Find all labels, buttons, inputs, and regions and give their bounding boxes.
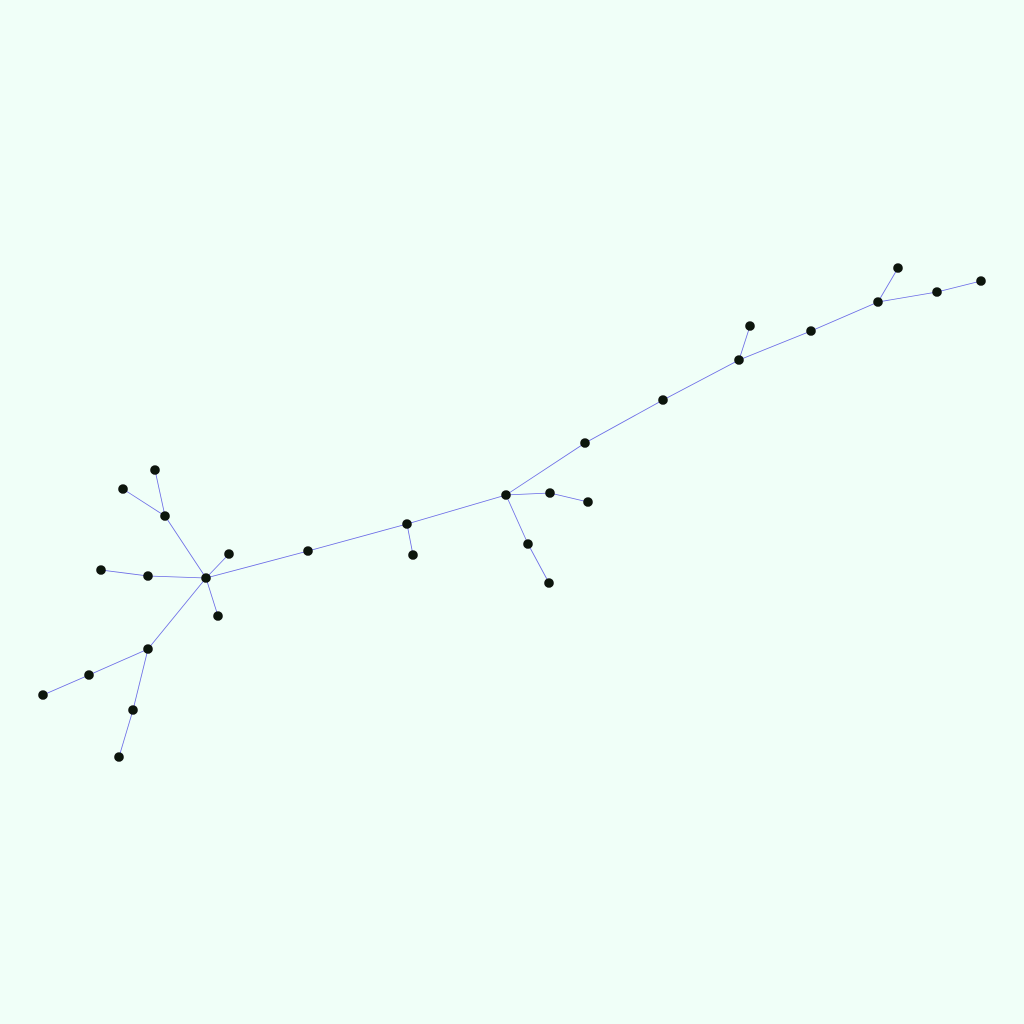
graph-node-n22[interactable]: [580, 438, 590, 448]
graph-node-n10[interactable]: [143, 571, 153, 581]
graph-node-n15[interactable]: [402, 519, 412, 529]
graph-node-n25[interactable]: [745, 321, 755, 331]
graph-node-n2[interactable]: [84, 670, 94, 680]
node-circle: [118, 484, 128, 494]
graph-node-n30[interactable]: [976, 276, 986, 286]
graph-node-n4[interactable]: [128, 705, 138, 715]
graph-node-n19[interactable]: [544, 578, 554, 588]
graph-edge-n15-n17: [406, 494, 507, 525]
edges-layer: [42, 267, 982, 758]
graph-edge-n14-n15: [307, 523, 408, 552]
node-circle: [96, 565, 106, 575]
graph-edge-n6-n10: [147, 575, 207, 579]
graph-node-n9[interactable]: [150, 465, 160, 475]
graph-edge-n6-n13: [205, 577, 219, 617]
graph-edge-n7-n8: [122, 488, 166, 517]
graph-node-n21[interactable]: [583, 497, 593, 507]
node-circle: [501, 490, 511, 500]
graph-node-n28[interactable]: [893, 263, 903, 273]
node-circle: [224, 549, 234, 559]
graph-edge-n6-n12: [205, 553, 230, 579]
graph-node-n20[interactable]: [545, 488, 555, 498]
node-circle: [658, 395, 668, 405]
node-circle: [160, 511, 170, 521]
node-circle: [143, 571, 153, 581]
graph-node-n27[interactable]: [873, 297, 883, 307]
graph-node-n17[interactable]: [501, 490, 511, 500]
graph-edge-n2-n3: [88, 648, 149, 676]
node-circle: [303, 546, 313, 556]
graph-node-n18[interactable]: [523, 539, 533, 549]
graph-edge-n4-n5: [118, 709, 134, 758]
node-circle: [150, 465, 160, 475]
node-circle: [523, 539, 533, 549]
graph-edge-n10-n11: [100, 569, 149, 577]
node-circle: [873, 297, 883, 307]
graph-edge-n24-n25: [738, 325, 751, 361]
graph-node-n11[interactable]: [96, 565, 106, 575]
nodes-layer: [38, 263, 986, 762]
graph-edge-n17-n22: [505, 442, 586, 496]
graph-node-n12[interactable]: [224, 549, 234, 559]
node-circle: [201, 573, 211, 583]
graph-edge-n27-n28: [877, 267, 899, 303]
graph-edge-n29-n30: [936, 280, 982, 293]
graph-edge-n15-n16: [406, 523, 414, 556]
graph-node-n7[interactable]: [160, 511, 170, 521]
node-circle: [932, 287, 942, 297]
graph-edge-n3-n4: [132, 648, 149, 711]
graph-edge-n22-n23: [584, 399, 664, 444]
node-circle: [408, 550, 418, 560]
node-circle: [806, 326, 816, 336]
graph-edge-n6-n14: [205, 550, 309, 579]
node-circle: [402, 519, 412, 529]
node-circle: [544, 578, 554, 588]
graph-node-n23[interactable]: [658, 395, 668, 405]
graph-node-n6[interactable]: [201, 573, 211, 583]
node-circle: [143, 644, 153, 654]
graph-edge-n6-n7: [164, 515, 207, 579]
graph-node-n1[interactable]: [38, 690, 48, 700]
graph-edge-n23-n24: [662, 359, 740, 401]
node-circle: [745, 321, 755, 331]
graph-edge-n27-n29: [877, 291, 938, 303]
node-circle: [114, 752, 124, 762]
graph-edge-n18-n19: [527, 543, 550, 584]
graph-edge-n7-n9: [154, 469, 166, 517]
graph-node-n3[interactable]: [143, 644, 153, 654]
graph-node-n8[interactable]: [118, 484, 128, 494]
graph-edge-n3-n6: [147, 577, 207, 650]
graph-node-n16[interactable]: [408, 550, 418, 560]
node-circle: [84, 670, 94, 680]
graph-edge-n20-n21: [549, 492, 589, 503]
graph-node-n13[interactable]: [213, 611, 223, 621]
node-circle: [734, 355, 744, 365]
graph-edge-n1-n2: [42, 674, 90, 696]
graph-node-n29[interactable]: [932, 287, 942, 297]
node-circle: [213, 611, 223, 621]
node-circle: [38, 690, 48, 700]
node-circle: [545, 488, 555, 498]
graph-edge-n17-n20: [505, 492, 551, 496]
node-circle: [580, 438, 590, 448]
graph-edge-n24-n26: [738, 330, 812, 361]
graph-edge-n17-n18: [505, 494, 529, 545]
graph-node-n5[interactable]: [114, 752, 124, 762]
graph-node-n24[interactable]: [734, 355, 744, 365]
graph-node-n14[interactable]: [303, 546, 313, 556]
node-circle: [583, 497, 593, 507]
graph-edge-n26-n27: [810, 301, 879, 332]
node-circle: [128, 705, 138, 715]
node-circle: [893, 263, 903, 273]
node-circle: [976, 276, 986, 286]
graph-node-n26[interactable]: [806, 326, 816, 336]
